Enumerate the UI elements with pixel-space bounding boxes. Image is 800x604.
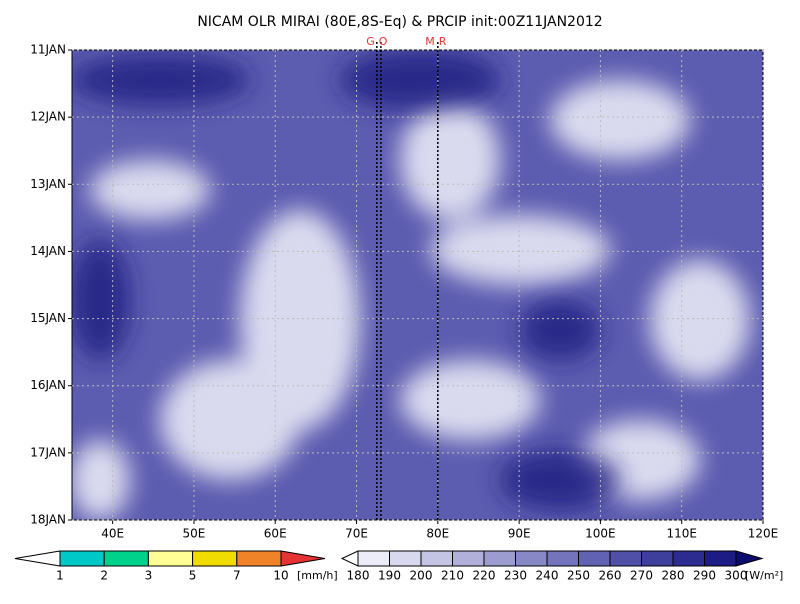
colorbar-box bbox=[515, 550, 548, 567]
x-tick-label: 90E bbox=[508, 527, 531, 541]
y-tick-label: 12JAN bbox=[30, 110, 66, 124]
colorbar-box bbox=[357, 550, 390, 567]
colorbar-unit: [mm/h] bbox=[297, 569, 338, 582]
colorbar-label: 190 bbox=[378, 569, 401, 583]
colorbar-end bbox=[735, 550, 764, 567]
colorbar-label: 260 bbox=[599, 569, 622, 583]
colorbar-box bbox=[147, 550, 194, 567]
marker-label: GO bbox=[366, 35, 391, 48]
y-tick-label: 11JAN bbox=[30, 43, 66, 57]
colorbar-label: 5 bbox=[189, 569, 197, 583]
colorbar-box bbox=[236, 550, 282, 567]
colorbar-end bbox=[340, 550, 359, 567]
colorbar-box bbox=[672, 550, 705, 567]
field bbox=[72, 50, 763, 520]
colorbar-label: 2 bbox=[100, 569, 108, 583]
colorbar-box bbox=[59, 550, 105, 567]
colorbar-label: 10 bbox=[273, 569, 288, 583]
x-tick-label: 40E bbox=[101, 527, 124, 541]
colorbar-label: 1 bbox=[56, 569, 64, 583]
y-tick-label: 18JAN bbox=[30, 513, 66, 527]
colorbar-label: 300 bbox=[725, 569, 748, 583]
colorbar-unit: [W/m²] bbox=[745, 569, 783, 582]
colorbar-box bbox=[420, 550, 453, 567]
colorbar-box bbox=[704, 550, 737, 567]
y-tick-label: 17JAN bbox=[30, 445, 66, 459]
y-tick-label: 14JAN bbox=[30, 244, 66, 258]
y-tick-label: 13JAN bbox=[30, 177, 66, 191]
colorbar-label: 280 bbox=[662, 569, 685, 583]
x-tick-label: 50E bbox=[183, 527, 206, 541]
x-tick-label: 110E bbox=[666, 527, 697, 541]
colorbar-label: 200 bbox=[410, 569, 433, 583]
colorbar-end bbox=[280, 550, 326, 567]
colorbar-label: 290 bbox=[693, 569, 716, 583]
colorbar-label: 3 bbox=[145, 569, 153, 583]
colorbar-label: 230 bbox=[504, 569, 527, 583]
colorbar-label: 180 bbox=[347, 569, 370, 583]
chart-title: NICAM OLR MIRAI (80E,8S-Eq) & PRCIP init… bbox=[197, 14, 602, 30]
marker-label: MR bbox=[425, 35, 450, 48]
colorbar-box bbox=[389, 550, 422, 567]
y-tick-label: 16JAN bbox=[30, 378, 66, 392]
colorbar-box bbox=[483, 550, 516, 567]
colorbar-end bbox=[14, 550, 61, 567]
x-tick-label: 100E bbox=[585, 527, 616, 541]
colorbar-box bbox=[546, 550, 579, 567]
colorbar-box bbox=[192, 550, 238, 567]
colorbar-label: 7 bbox=[233, 569, 241, 583]
x-tick-label: 80E bbox=[426, 527, 449, 541]
colorbar-label: 210 bbox=[441, 569, 464, 583]
colorbar-box bbox=[452, 550, 485, 567]
colorbar-box bbox=[641, 550, 674, 567]
x-tick-label: 120E bbox=[748, 527, 779, 541]
colorbar-box bbox=[103, 550, 149, 567]
colorbar-label: 270 bbox=[630, 569, 653, 583]
colorbar-label: 240 bbox=[536, 569, 559, 583]
colorbar-label: 250 bbox=[567, 569, 590, 583]
colorbar-box bbox=[578, 550, 611, 567]
x-tick-label: 60E bbox=[264, 527, 287, 541]
colorbar-label: 220 bbox=[473, 569, 496, 583]
x-tick-label: 70E bbox=[345, 527, 368, 541]
colorbar-box bbox=[609, 550, 642, 567]
y-tick-label: 15JAN bbox=[30, 311, 66, 325]
